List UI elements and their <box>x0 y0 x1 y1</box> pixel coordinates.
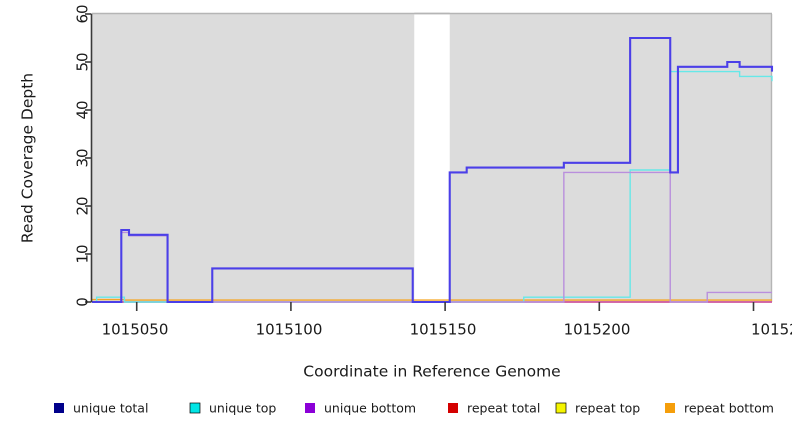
y-axis-ticks <box>85 13 92 303</box>
series-line-unique-total <box>92 36 774 304</box>
y-axis: 0 10 20 30 40 50 60 Read Coverage Depth <box>19 4 93 307</box>
plot-panel <box>92 12 773 302</box>
legend-swatch-unique-bottom <box>305 403 315 413</box>
data-series-group <box>92 36 774 304</box>
x-tick-label-1: 1015050 <box>102 321 169 339</box>
legend-swatch-unique-total <box>54 403 64 413</box>
legend-label-unique-top: unique top <box>209 401 276 416</box>
legend-swatch-repeat-total <box>448 403 458 413</box>
y-tick-label-40: 40 <box>74 100 92 119</box>
chart-legend: unique total unique top unique bottom re… <box>54 401 774 416</box>
series-line-unique-top <box>92 70 773 303</box>
y-tick-label-50: 50 <box>74 52 92 71</box>
x-tick-label-3: 1015150 <box>410 321 477 339</box>
x-axis: 1015050 1015100 1015150 1015200 101525 C… <box>102 302 792 381</box>
plot-gap-1 <box>414 14 450 302</box>
x-tick-label-5: 101525 <box>751 321 792 339</box>
legend-label-repeat-top: repeat top <box>575 401 640 416</box>
x-tick-label-4: 1015200 <box>564 321 631 339</box>
legend-swatch-repeat-bottom <box>665 403 675 413</box>
plot-unshaded-gaps <box>414 12 450 302</box>
x-axis-ticks <box>135 302 755 311</box>
legend-label-repeat-total: repeat total <box>467 401 540 416</box>
x-tick-label-2: 1015100 <box>256 321 323 339</box>
y-tick-label-0: 0 <box>74 297 92 307</box>
y-tick-label-20: 20 <box>74 196 92 215</box>
y-axis-title: Read Coverage Depth <box>19 73 37 243</box>
legend-swatch-unique-top <box>189 402 201 414</box>
x-axis-title: Coordinate in Reference Genome <box>303 363 560 381</box>
legend-label-unique-total: unique total <box>73 401 148 416</box>
y-tick-label-60: 60 <box>74 4 92 23</box>
legend-label-repeat-bottom: repeat bottom <box>684 401 774 416</box>
y-tick-label-30: 30 <box>74 148 92 167</box>
legend-label-unique-bottom: unique bottom <box>324 401 416 416</box>
y-tick-label-10: 10 <box>74 244 92 263</box>
legend-swatch-repeat-top <box>555 402 567 414</box>
